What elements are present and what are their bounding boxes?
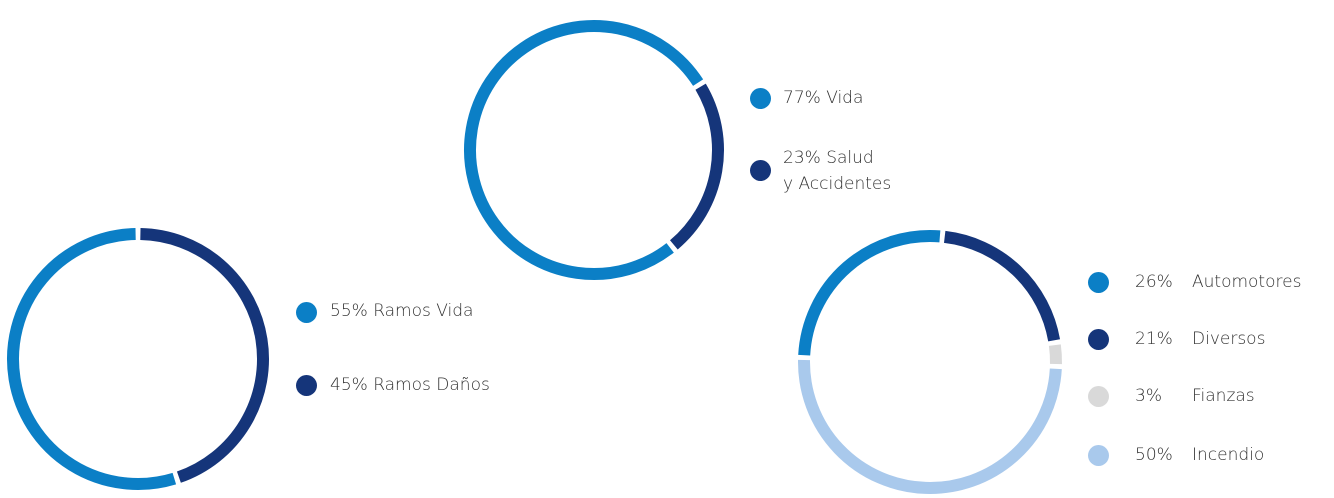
value-label: 45% <box>330 375 368 395</box>
legend-entry: 77% Vida <box>783 85 863 111</box>
donut-segment <box>7 228 177 490</box>
value-label: 26% <box>1135 272 1173 292</box>
legend-marker <box>296 375 317 396</box>
donut-segment <box>464 20 704 280</box>
legend-entry: 3% <box>1135 383 1162 409</box>
legend-entry: 45% Ramos Daños <box>330 372 490 398</box>
value-label: 55% <box>330 301 368 321</box>
value-label: 3% <box>1135 386 1162 406</box>
legend-label: Ramos Vida <box>373 301 474 321</box>
legend-entry: 55% Ramos Vida <box>330 298 473 324</box>
legend-marker <box>750 88 771 109</box>
donut-segment <box>140 228 269 483</box>
legend-entry: 23% Salud y Accidentes <box>783 145 891 197</box>
donut-segment <box>798 359 1062 495</box>
legend-marker <box>1088 329 1109 350</box>
legend-entry: 21% <box>1135 326 1173 352</box>
legend-entry: 26% <box>1135 269 1173 295</box>
legend-label: Fianzas <box>1192 386 1255 406</box>
legend-entry: 50% <box>1135 442 1173 468</box>
donut-segment <box>943 230 1061 342</box>
legend-marker <box>296 302 317 323</box>
legend-label: Salud y Accidentes <box>783 148 892 194</box>
legend-marker <box>1088 445 1109 466</box>
donut-segment <box>1048 344 1062 365</box>
donut-segment <box>669 83 724 250</box>
value-label: 21% <box>1135 329 1173 349</box>
legend-label: Incendio <box>1192 445 1265 465</box>
legend-label: Diversos <box>1192 329 1266 349</box>
legend-marker <box>750 160 771 181</box>
legend-marker <box>1088 386 1109 407</box>
value-label: 23% <box>783 148 821 168</box>
legend-marker <box>1088 272 1109 293</box>
value-label: 50% <box>1135 445 1173 465</box>
legend-label: Automotores <box>1192 272 1302 292</box>
legend-label: Vida <box>826 88 864 108</box>
donut-segment <box>798 230 941 356</box>
value-label: 77% <box>783 88 821 108</box>
legend-label: Ramos Daños <box>373 375 490 395</box>
